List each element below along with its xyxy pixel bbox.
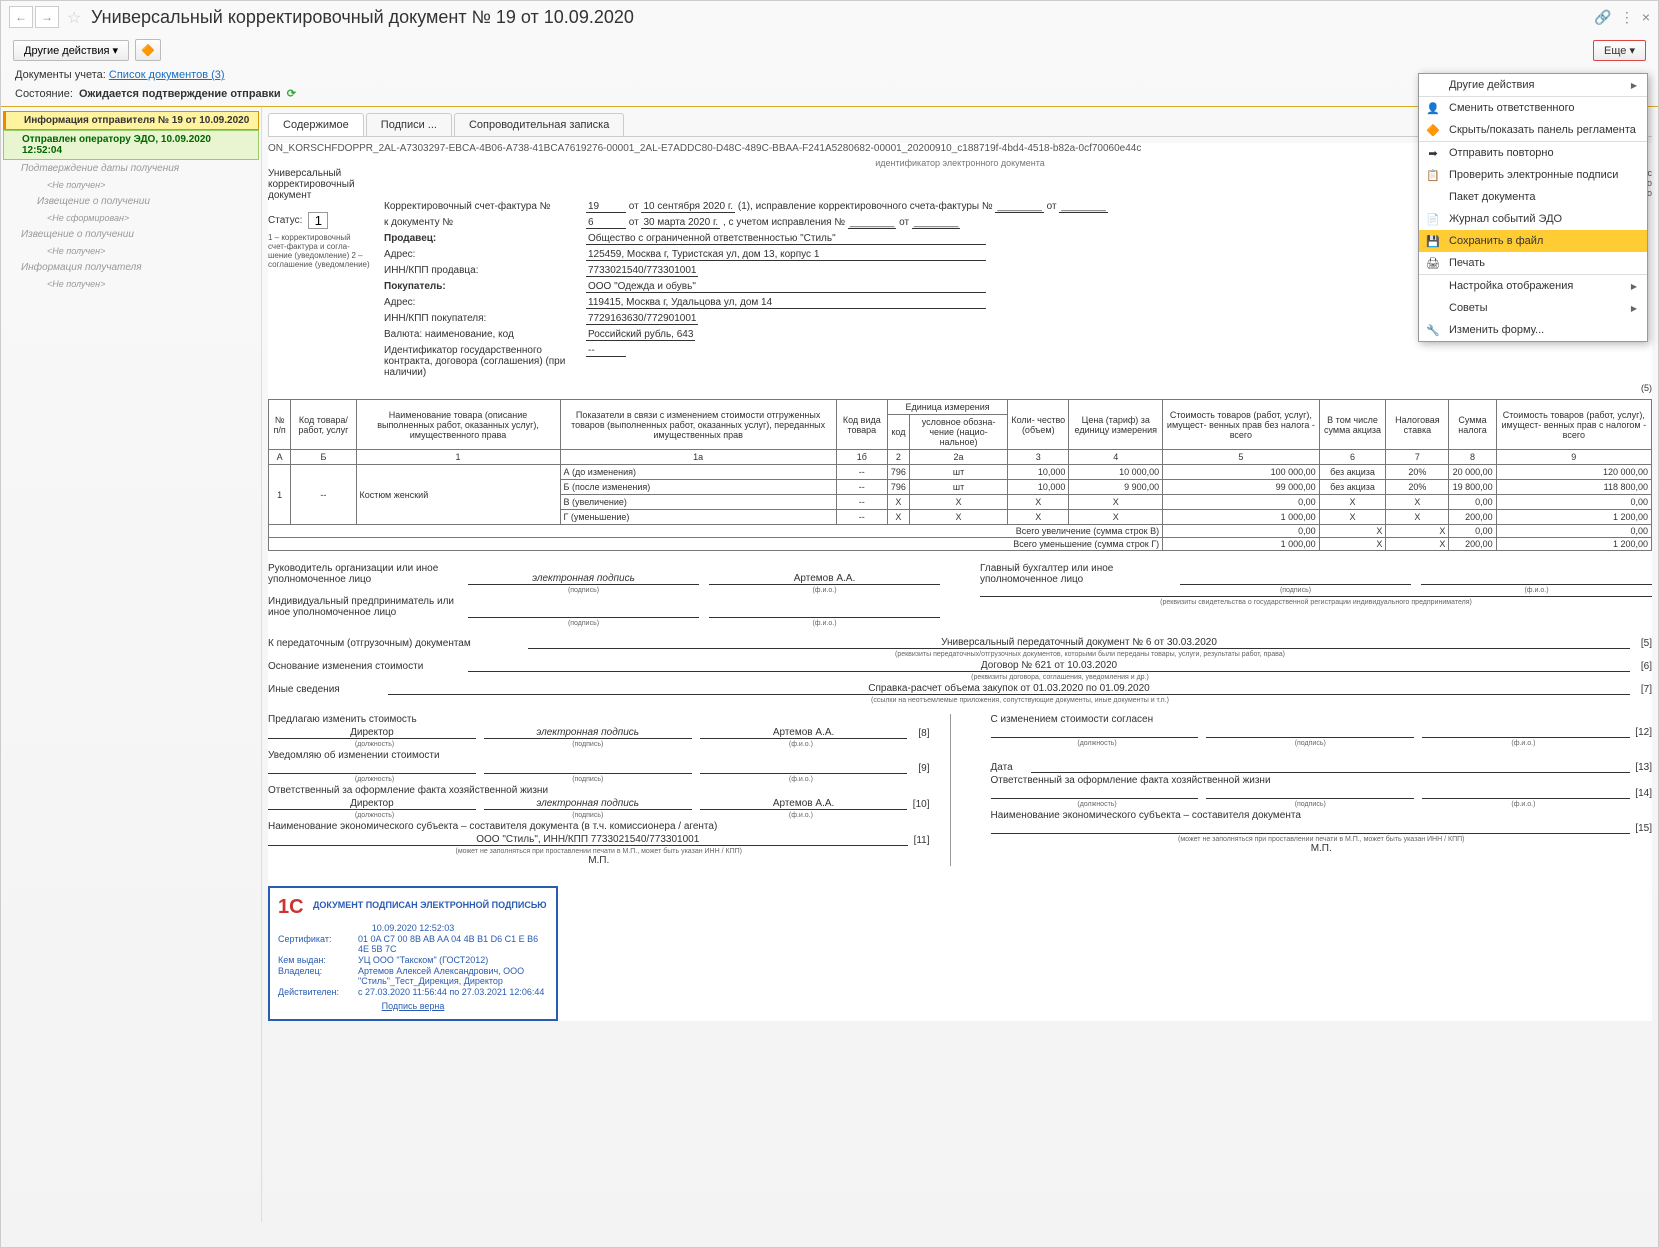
schema-icon-button[interactable]: 🔶: [135, 39, 161, 61]
buyer-label: Покупатель:: [384, 281, 446, 292]
menu-other-actions[interactable]: Другие действия▶: [1419, 74, 1647, 96]
person-icon: 👤: [1425, 102, 1441, 115]
ksf-date: 10 сентября 2020 г.: [641, 201, 735, 213]
state-value: Ожидается подтверждение отправки: [79, 88, 281, 100]
menu-verify-signatures[interactable]: 📋Проверить электронные подписи: [1419, 164, 1647, 186]
menu-display-settings[interactable]: Настройка отображения▶: [1419, 274, 1647, 297]
refresh-icon[interactable]: ⟳: [287, 87, 296, 100]
window-title: Универсальный корректировочный документ …: [91, 7, 1594, 28]
sidebar-recipient-info[interactable]: Информация получателя: [1, 259, 261, 276]
doc-type: Универсальный корректировочный документ: [268, 168, 370, 201]
sidebar-status-not-formed: <Не сформирован>: [1, 210, 261, 226]
log-icon: 📄: [1425, 213, 1441, 226]
kebab-icon[interactable]: ⋮: [1620, 9, 1634, 26]
contract-val: --: [586, 345, 626, 357]
menu-save-to-file[interactable]: 💾Сохранить в файл: [1419, 230, 1647, 252]
panel-icon: 🔶: [1425, 124, 1441, 137]
sidebar-confirm-date[interactable]: Подтверждение даты получения: [1, 160, 261, 177]
ksf-label: Корректировочный счет-фактура №: [380, 200, 580, 214]
menu-change-responsible[interactable]: 👤Сменить ответственного: [1419, 96, 1647, 119]
menu-change-form[interactable]: 🔧Изменить форму...: [1419, 319, 1647, 341]
nav-back-button[interactable]: ←: [9, 6, 33, 28]
sidebar-receipt-notice-2[interactable]: Извещение о получении: [1, 226, 261, 243]
sidebar-status-not-received-3: <Не получен>: [1, 276, 261, 292]
send-icon: ➡: [1425, 147, 1441, 160]
sidebar-status-not-received-2: <Не получен>: [1, 243, 261, 259]
to-doc-date: 30 марта 2020 г.: [641, 217, 720, 229]
verify-signature-link[interactable]: Подпись верна: [278, 1001, 548, 1011]
save-icon: 💾: [1425, 235, 1441, 248]
tab-content[interactable]: Содержимое: [268, 113, 364, 136]
status-input[interactable]: [308, 212, 328, 229]
form-icon: 🔧: [1425, 324, 1441, 337]
to-doc-label: к документу №: [380, 216, 580, 230]
verify-icon: 📋: [1425, 169, 1441, 182]
sidebar-sender-info[interactable]: Информация отправителя № 19 от 10.09.202…: [3, 111, 259, 130]
state-label: Состояние:: [15, 88, 73, 100]
menu-toggle-panel[interactable]: 🔶Скрыть/показать панель регламента: [1419, 119, 1647, 141]
seller-addr: 125459, Москва г, Туристская ул, дом 13,…: [586, 249, 986, 261]
print-icon: 🖨: [1425, 257, 1441, 270]
ksf-num: 19: [586, 201, 626, 213]
buyer-addr: 119415, Москва г, Удальцова ул, дом 14: [586, 297, 986, 309]
docs-label: Документы учета:: [15, 69, 106, 81]
seller-val: Общество с ограниченной ответственностью…: [586, 233, 986, 245]
docs-link[interactable]: Список документов (3): [109, 69, 225, 81]
menu-print[interactable]: 🖨Печать: [1419, 252, 1647, 274]
close-icon[interactable]: ×: [1642, 9, 1650, 25]
other-actions-button[interactable]: Другие действия ▾: [13, 40, 129, 61]
status-footnote: 1 – корректировочный счет-фактура и согл…: [268, 233, 370, 269]
tab-signatures[interactable]: Подписи ...: [366, 113, 452, 136]
logo-1c-icon: 1C: [278, 896, 304, 919]
seller-inn: 7733021540/773301001: [586, 265, 698, 277]
menu-package[interactable]: Пакет документа: [1419, 186, 1647, 208]
favorite-star-icon[interactable]: ☆: [67, 8, 85, 26]
seller-label: Продавец:: [384, 233, 436, 244]
nav-fwd-button[interactable]: →: [35, 6, 59, 28]
to-doc-num: 6: [586, 217, 626, 229]
menu-tips[interactable]: Советы▶: [1419, 297, 1647, 319]
buyer-val: ООО "Одежда и обувь": [586, 281, 986, 293]
sidebar-status-not-received-1: <Не получен>: [1, 177, 261, 193]
menu-resend[interactable]: ➡Отправить повторно: [1419, 141, 1647, 164]
link-icon[interactable]: 🔗: [1594, 9, 1611, 26]
currency-val: Российский рубль, 643: [586, 329, 695, 341]
more-dropdown: Другие действия▶ 👤Сменить ответственного…: [1418, 73, 1648, 342]
sidebar: Информация отправителя № 19 от 10.09.202…: [1, 107, 262, 1222]
main-data-table: № п/п Код товара/ работ, услуг Наименова…: [268, 399, 1652, 551]
more-button[interactable]: Еще ▾: [1593, 40, 1646, 61]
sidebar-receipt-notice-1[interactable]: Извещение о получении: [1, 193, 261, 210]
tab-cover-note[interactable]: Сопроводительная записка: [454, 113, 624, 136]
status-label: Статус:: [268, 215, 302, 226]
sidebar-sent-status[interactable]: Отправлен оператору ЭДО, 10.09.2020 12:5…: [3, 130, 259, 160]
menu-event-log[interactable]: 📄Журнал событий ЭДО: [1419, 208, 1647, 230]
buyer-inn: 7729163630/772901001: [586, 313, 698, 325]
signature-stamp: 1C ДОКУМЕНТ ПОДПИСАН ЭЛЕКТРОННОЙ ПОДПИСЬ…: [268, 886, 558, 1021]
